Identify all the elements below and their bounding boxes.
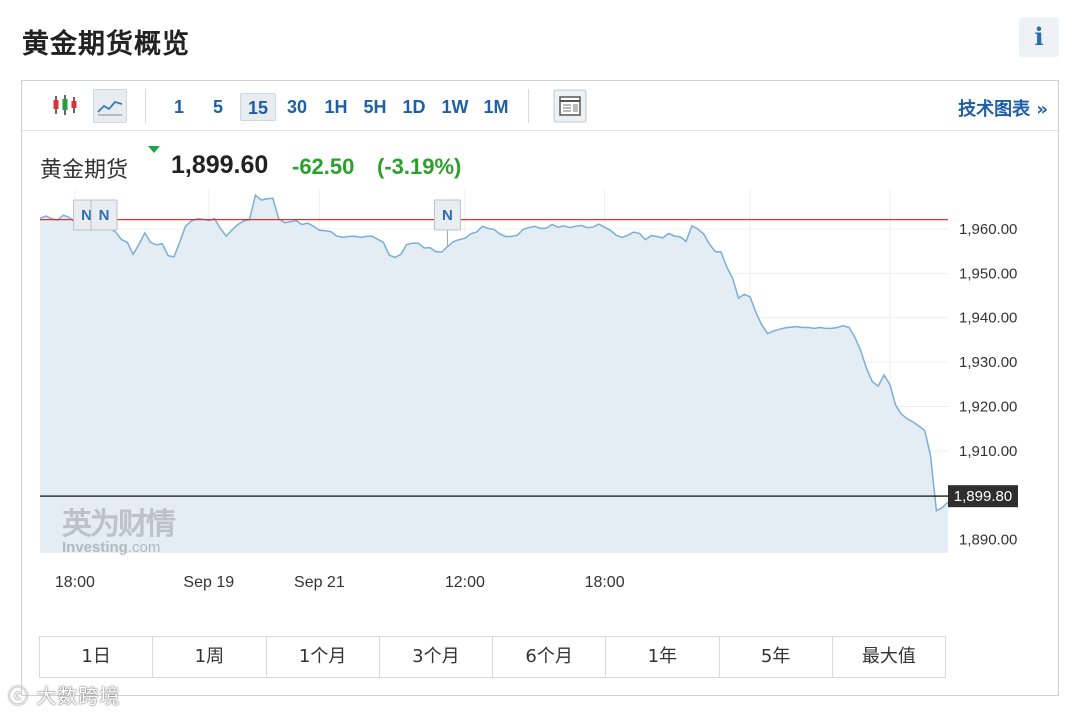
instrument-name: 黄金期货 bbox=[40, 158, 129, 183]
x-tick-label: 18:00 bbox=[55, 574, 95, 591]
y-tick-label: 1,910.00 bbox=[959, 443, 1017, 460]
watermark-en-suffix: .com bbox=[127, 539, 161, 556]
x-tick-label: Sep 19 bbox=[183, 574, 234, 591]
last-price-tag: 1,899.80 bbox=[948, 485, 1018, 508]
footer-watermark-text: 大数跨境 bbox=[36, 684, 121, 708]
toolbar-divider bbox=[145, 89, 146, 123]
range-1y[interactable]: 1年 bbox=[606, 637, 720, 677]
range-3m[interactable]: 3个月 bbox=[380, 637, 493, 677]
watermark-en: Investing.com bbox=[62, 539, 174, 556]
interval-5h[interactable]: 5H bbox=[363, 97, 387, 117]
x-tick-label: 18:00 bbox=[585, 574, 625, 591]
last-price-tag-bg bbox=[948, 485, 1018, 508]
page-title: 黄金期货概览 bbox=[22, 29, 190, 60]
interval-1d[interactable]: 1D bbox=[402, 97, 426, 117]
range-1d[interactable]: 1日 bbox=[40, 637, 154, 677]
interval-1w[interactable]: 1W bbox=[441, 97, 469, 117]
interval-1m[interactable]: 1M bbox=[483, 97, 509, 117]
table-view-icon[interactable] bbox=[553, 89, 587, 123]
technical-chart-link[interactable]: 技术图表 » bbox=[958, 99, 1048, 120]
price-area-fill bbox=[40, 195, 948, 553]
y-tick-label: 1,940.00 bbox=[959, 310, 1017, 327]
range-6m[interactable]: 6个月 bbox=[493, 637, 607, 677]
last-price-tag-label: 1,899.80 bbox=[954, 488, 1012, 505]
interval-1[interactable]: 1 bbox=[173, 97, 184, 117]
investing-watermark: 英为财情 Investing.com bbox=[62, 499, 176, 556]
news-marker[interactable]: N bbox=[433, 199, 461, 247]
y-tick-label: 1,950.00 bbox=[959, 265, 1017, 282]
price-chart[interactable]: 1,960.00 1,950.00 1,940.00 1,930.00 1,920.00… bbox=[22, 81, 1058, 621]
chart-toolbar: 1 5 15 30 1H 5H 1D 1W 1M 技术图表 » bbox=[22, 81, 1058, 131]
range-1w[interactable]: 1周 bbox=[153, 637, 267, 677]
last-price: 1,899.60 bbox=[171, 151, 269, 179]
interval-30[interactable]: 30 bbox=[286, 97, 308, 117]
y-tick-label: 1,890.00 bbox=[959, 532, 1017, 549]
svg-text:N: N bbox=[442, 207, 453, 224]
svg-text:N: N bbox=[99, 207, 110, 224]
interval-15[interactable]: 15 bbox=[240, 93, 276, 121]
price-change-percent: (-3.19%) bbox=[377, 154, 462, 179]
price-line bbox=[39, 193, 949, 512]
y-tick-label: 1,930.00 bbox=[959, 354, 1017, 371]
range-5y[interactable]: 5年 bbox=[720, 637, 833, 677]
y-tick-label: 1,920.00 bbox=[959, 399, 1017, 416]
interval-1h[interactable]: 1H bbox=[324, 97, 348, 117]
range-max[interactable]: 最大值 bbox=[861, 646, 916, 667]
interval-5[interactable]: 5 bbox=[212, 97, 223, 117]
candlestick-icon[interactable] bbox=[48, 89, 82, 123]
line-chart-icon[interactable] bbox=[93, 89, 127, 123]
range-1m[interactable]: 1个月 bbox=[267, 637, 380, 677]
watermark-cn: 英为财情 bbox=[62, 507, 176, 542]
info-button[interactable]: i bbox=[1019, 17, 1059, 57]
x-tick-label: 12:00 bbox=[445, 574, 485, 591]
range-selector: 1日 1周 1个月 3个月 6个月 1年 5年 最大值 bbox=[39, 636, 946, 678]
trend-down-icon bbox=[148, 146, 160, 153]
chart-widget: 1 5 15 30 1H 5H 1D 1W 1M 技术图表 » 黄金期货 1,8… bbox=[21, 80, 1059, 696]
toolbar-divider bbox=[528, 89, 529, 123]
news-marker[interactable]: N bbox=[90, 199, 118, 231]
footer-watermark: ⓒ 大数跨境 bbox=[8, 684, 121, 708]
y-tick-label: 1,960.00 bbox=[959, 221, 1017, 238]
price-change: -62.50 bbox=[292, 154, 355, 179]
x-tick-label: Sep 21 bbox=[294, 574, 345, 591]
svg-text:N: N bbox=[81, 207, 92, 224]
watermark-en-main: Investing bbox=[62, 539, 128, 556]
